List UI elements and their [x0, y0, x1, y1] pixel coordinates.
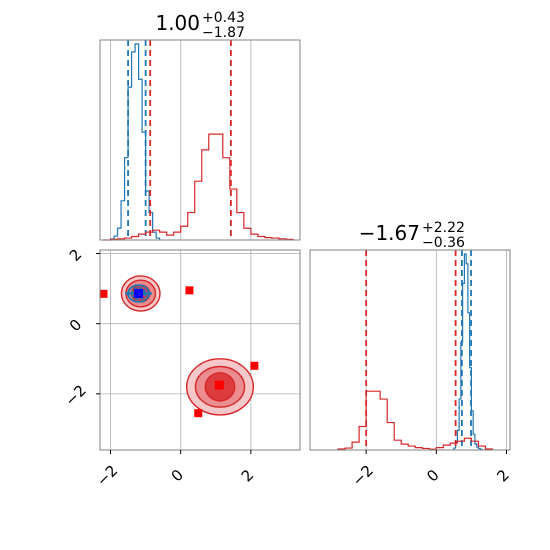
title-y-base: −1.67: [359, 221, 420, 245]
axes-frame: [309, 249, 511, 451]
red-marker: [214, 380, 224, 390]
title-y-sub: −0.36: [422, 235, 465, 251]
y-tick-label: 2: [66, 245, 85, 264]
red-point: [250, 361, 259, 370]
title-x-sub: −1.87: [202, 25, 245, 41]
x-tick-label: 0: [423, 466, 442, 485]
red-point: [194, 409, 203, 418]
histogram-red: [337, 390, 494, 450]
title-x-base: 1.00: [155, 11, 200, 35]
axes-frame: [99, 39, 301, 241]
histogram-red: [103, 133, 294, 241]
x-tick-label: 2: [493, 466, 512, 485]
x-tick-label: 2: [238, 466, 257, 485]
histogram-blue: [453, 253, 483, 451]
title-y-sup: +2.22: [422, 220, 465, 236]
histogram-blue: [109, 43, 161, 240]
title-x-sup: +0.43: [202, 10, 245, 26]
histogram-x-panel: [99, 39, 301, 241]
x-tick-label: −2: [93, 461, 121, 489]
y-tick-label: 0: [66, 316, 85, 335]
histogram-y-panel: −2 0 2: [309, 249, 513, 490]
x-tick-label: 0: [168, 466, 187, 485]
red-point: [99, 289, 108, 298]
y-tick-label: −2: [61, 381, 89, 409]
contour-panel: −2 0 2 −2 0 2: [61, 245, 301, 490]
blue-marker: [134, 289, 144, 299]
axes-frame: [99, 249, 301, 451]
x-tick-label: −2: [349, 461, 377, 489]
red-point: [185, 286, 194, 295]
titles: 1.00 +0.43 −1.87 −1.67 +2.22 −0.36: [155, 10, 465, 251]
